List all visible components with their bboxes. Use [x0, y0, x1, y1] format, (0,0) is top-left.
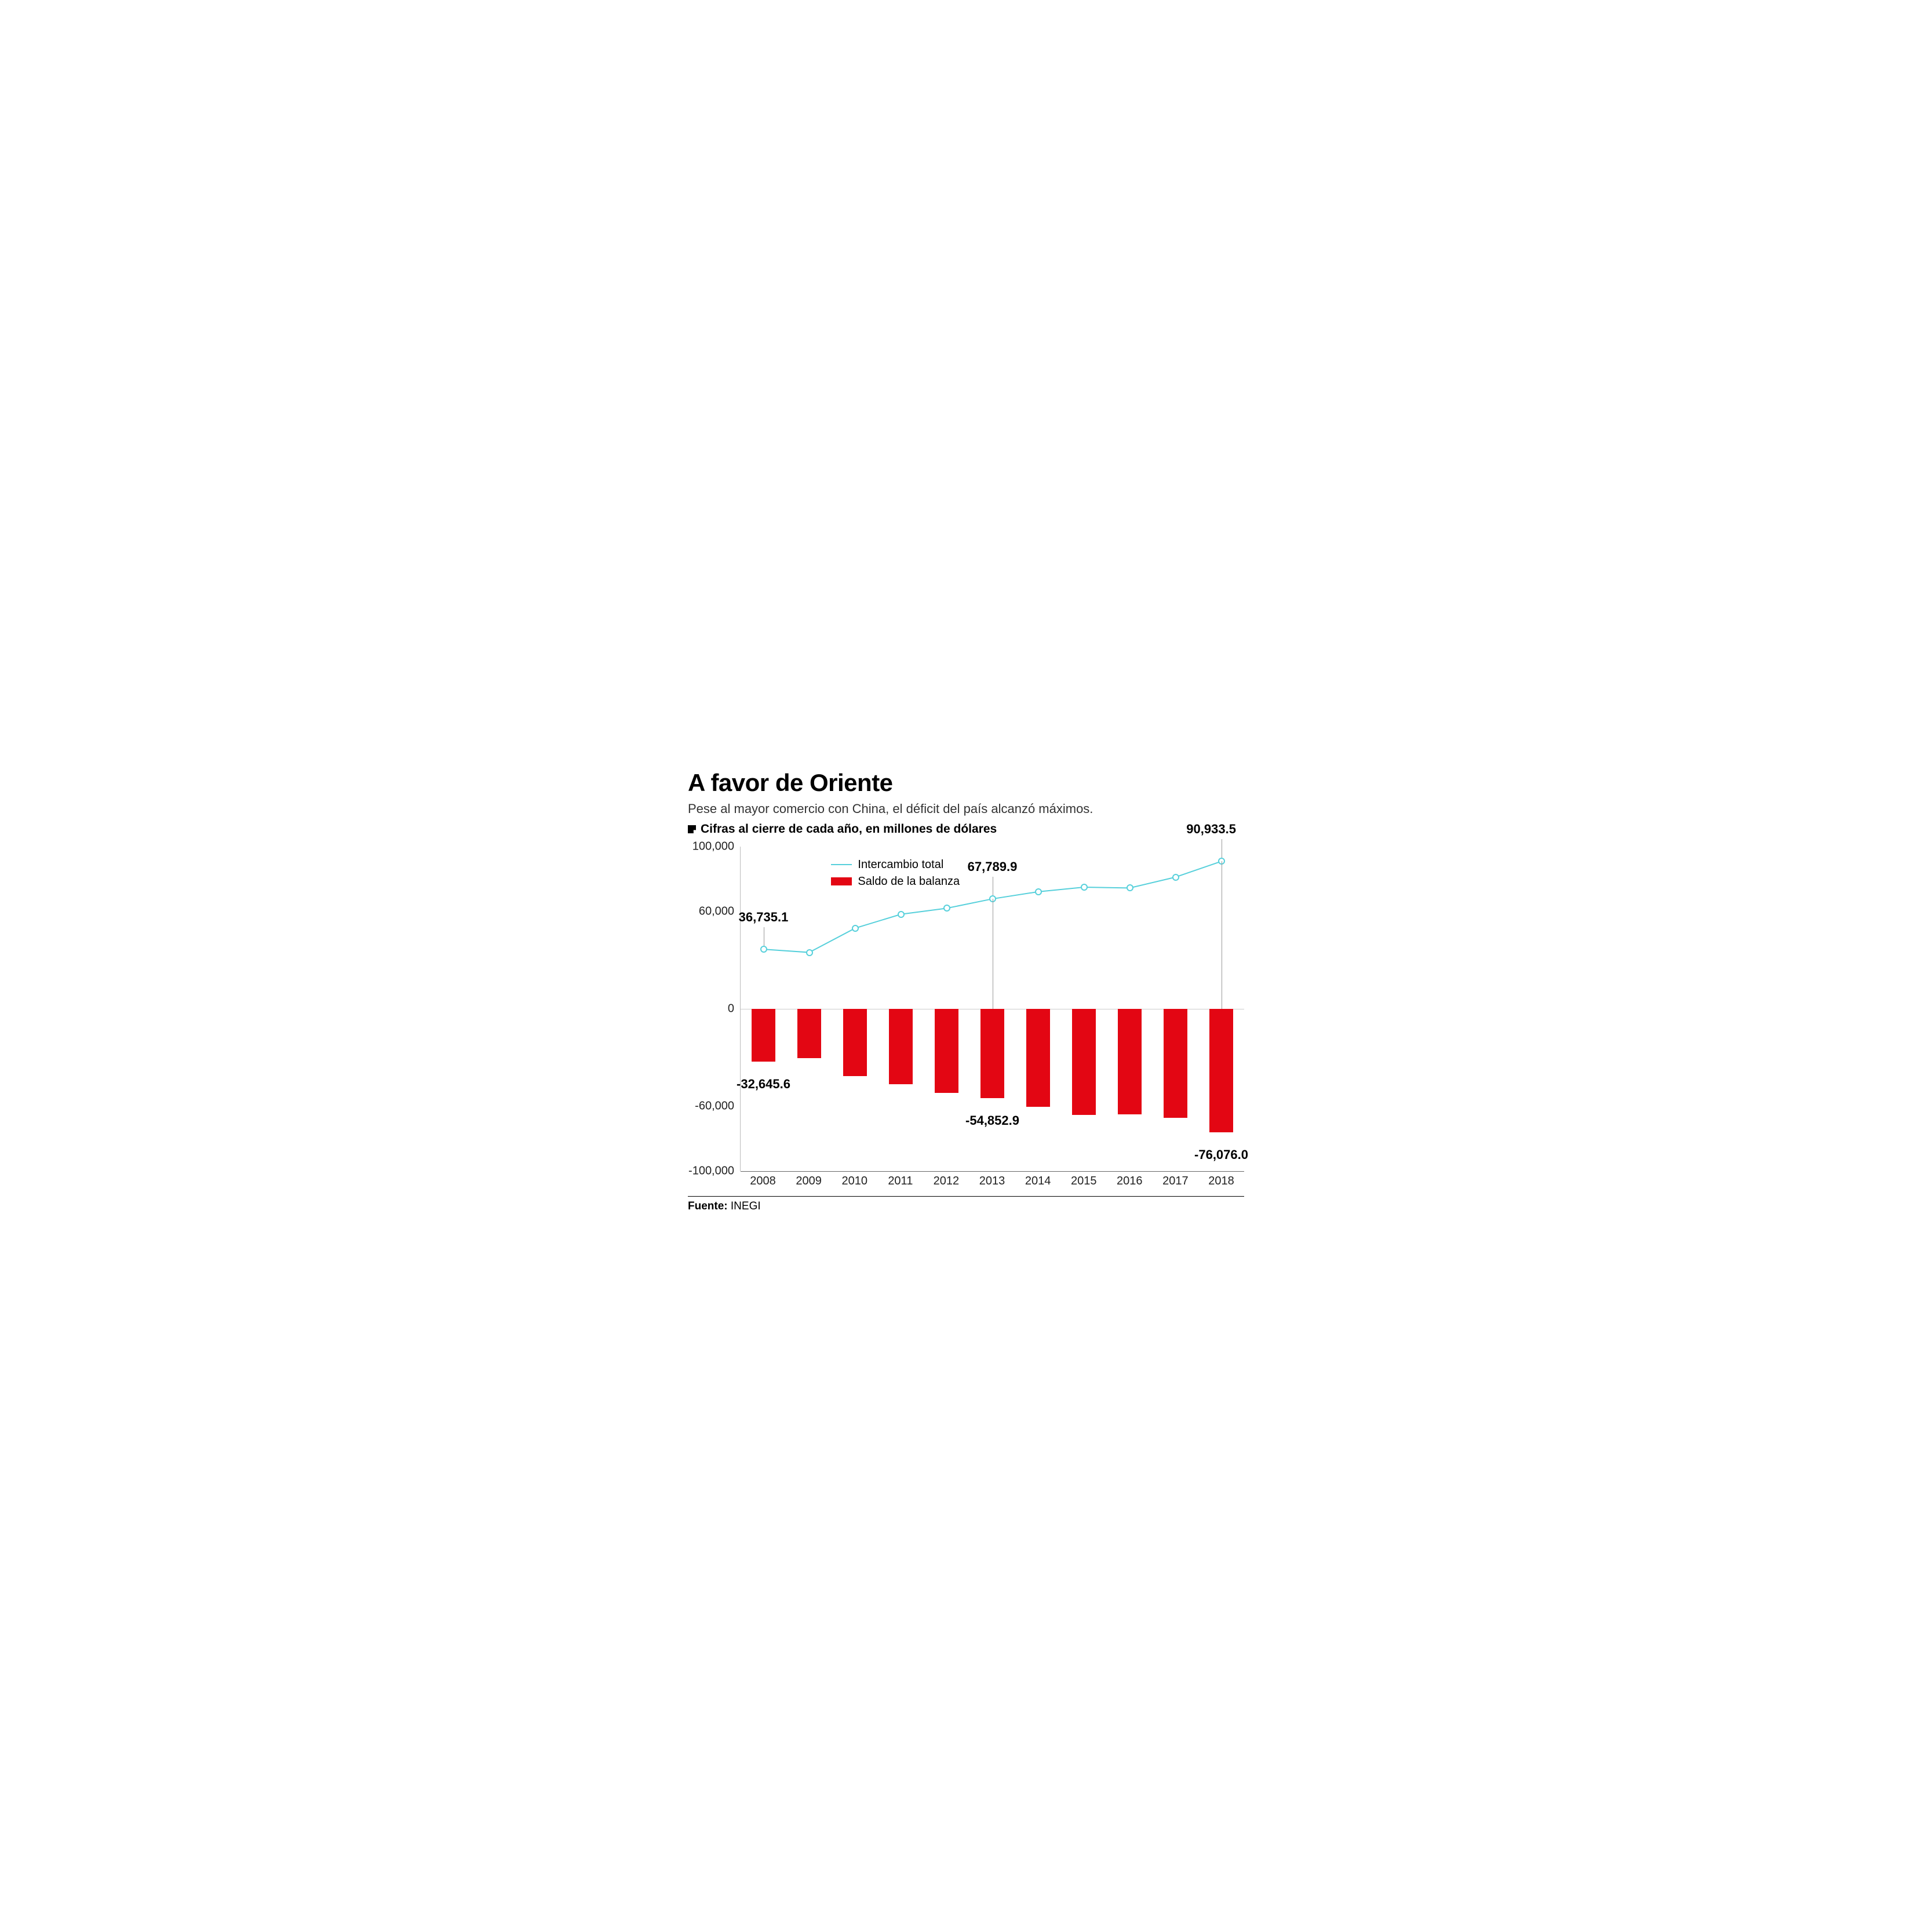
- source-value: INEGI: [731, 1200, 761, 1212]
- x-tick-label: 2013: [969, 1175, 1015, 1188]
- x-axis-line: [741, 1171, 1244, 1172]
- y-tick-label: 100,000: [692, 840, 734, 854]
- bar: [1164, 1009, 1187, 1118]
- line-marker: [1172, 874, 1179, 881]
- legend-label: Saldo de la balanza: [858, 875, 960, 888]
- line-marker: [898, 911, 905, 918]
- legend-label: Intercambio total: [858, 858, 943, 872]
- line-marker: [806, 949, 813, 956]
- bar: [980, 1009, 1004, 1098]
- line-value-label: 90,933.5: [1186, 822, 1236, 837]
- chart-note: Cifras al cierre de cada año, en millone…: [701, 822, 997, 836]
- y-tick-label: -100,000: [688, 1165, 734, 1178]
- x-tick-label: 2008: [740, 1175, 786, 1188]
- y-tick-label: 0: [728, 1003, 734, 1016]
- source-line: Fuente: INEGI: [688, 1200, 1244, 1213]
- source-label: Fuente:: [688, 1200, 728, 1212]
- line-value-label: 36,735.1: [739, 910, 789, 925]
- bar-value-label: -54,852.9: [965, 1113, 1019, 1128]
- legend: Intercambio total Saldo de la balanza: [831, 858, 960, 888]
- x-tick-label: 2017: [1153, 1175, 1198, 1188]
- bar: [797, 1009, 821, 1058]
- footer-separator: [688, 1196, 1244, 1197]
- bar: [1072, 1009, 1096, 1115]
- bar-value-label: -32,645.6: [737, 1077, 790, 1092]
- x-tick-label: 2016: [1107, 1175, 1153, 1188]
- x-axis-labels: 2008200920102011201220132014201520162017…: [740, 1175, 1244, 1188]
- bullet-icon: [688, 825, 696, 833]
- x-tick-label: 2018: [1198, 1175, 1244, 1188]
- line-marker: [852, 925, 859, 932]
- plot-area: 36,735.167,789.990,933.5-32,645.6-54,852…: [740, 847, 1244, 1171]
- bar: [752, 1009, 775, 1062]
- bar: [889, 1009, 913, 1084]
- bar: [935, 1009, 958, 1093]
- line-marker: [1035, 888, 1042, 895]
- bar: [1209, 1009, 1233, 1132]
- legend-item: Intercambio total: [831, 858, 960, 872]
- x-tick-label: 2012: [923, 1175, 969, 1188]
- y-tick-label: 60,000: [699, 905, 734, 918]
- line-marker: [1127, 884, 1133, 891]
- bar-value-label: -76,076.0: [1194, 1147, 1248, 1162]
- chart-note-row: Cifras al cierre de cada año, en millone…: [688, 822, 1244, 836]
- line-value-label: 67,789.9: [968, 859, 1018, 874]
- chart-subtitle: Pese al mayor comercio con China, el déf…: [688, 801, 1244, 816]
- y-tick-label: -60,000: [695, 1100, 734, 1113]
- x-tick-label: 2011: [877, 1175, 923, 1188]
- legend-bar-icon: [831, 877, 852, 885]
- legend-line-icon: [831, 864, 852, 865]
- chart-canvas: A favor de Oriente Pese al mayor comerci…: [653, 653, 1279, 1279]
- x-tick-label: 2009: [786, 1175, 832, 1188]
- bar: [1118, 1009, 1142, 1114]
- y-axis: 100,00060,0000-60,000-100,000: [688, 847, 740, 1171]
- bar: [843, 1009, 867, 1076]
- line-marker: [1081, 884, 1088, 891]
- x-tick-label: 2015: [1061, 1175, 1107, 1188]
- bar: [1026, 1009, 1050, 1107]
- legend-item: Saldo de la balanza: [831, 875, 960, 888]
- chart-area: 100,00060,0000-60,000-100,000 36,735.167…: [688, 847, 1244, 1171]
- chart-title: A favor de Oriente: [688, 769, 1244, 797]
- x-tick-label: 2014: [1015, 1175, 1061, 1188]
- line-marker: [760, 946, 767, 953]
- line-marker: [943, 905, 950, 912]
- x-tick-label: 2010: [832, 1175, 877, 1188]
